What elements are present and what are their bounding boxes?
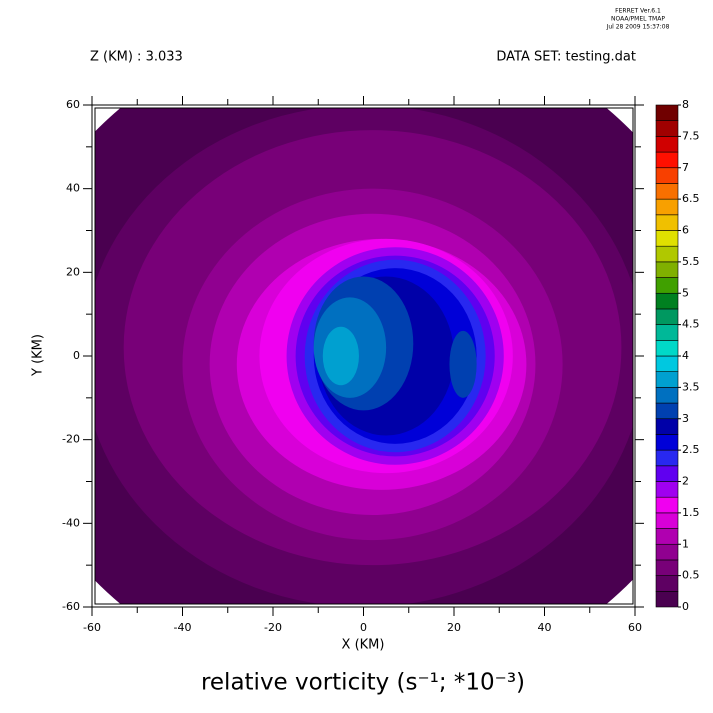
colorbar-band	[655, 449, 679, 467]
y-tick-label: -20	[62, 433, 80, 446]
timestamp: Jul 28 2009 15:37:08	[606, 24, 670, 31]
colorbar-band	[655, 245, 679, 263]
colorbar-label: 8	[682, 98, 689, 111]
colorbar-label: 2.5	[682, 443, 700, 456]
colorbar-band	[655, 355, 679, 372]
colorbar-band	[655, 151, 679, 169]
colorbar-label: 0	[682, 600, 689, 613]
colorbar-band	[655, 277, 679, 294]
colorbar-band	[655, 371, 679, 388]
colorbar-label: 6	[682, 224, 689, 237]
x-tick-label: 40	[538, 621, 552, 634]
x-tick-label: -20	[264, 621, 282, 634]
contour-field	[95, 108, 633, 604]
x-tick-label: -60	[83, 621, 101, 634]
plot-inner-frame	[94, 107, 634, 605]
colorbar-band	[655, 104, 679, 121]
contour-region	[449, 330, 477, 398]
colorbar-label: 4	[682, 349, 689, 362]
y-tick-label: 60	[66, 98, 80, 111]
x-tick-label: -40	[174, 621, 192, 634]
z-label: Z (KM) : 3.033	[90, 50, 183, 65]
lab-label: NOAA/PMEL TMAP	[611, 16, 665, 23]
y-tick-label: 40	[66, 182, 80, 195]
colorbar-band	[655, 591, 679, 608]
colorbar-band	[655, 528, 679, 545]
colorbar-label: 1	[682, 537, 689, 550]
y-tick-label: -40	[62, 516, 80, 529]
colorbar-band	[655, 214, 679, 231]
colorbar-band	[655, 418, 679, 435]
colorbar-band	[655, 559, 679, 576]
colorbar-band	[655, 512, 679, 529]
colorbar-label: 0.5	[682, 569, 700, 582]
colorbar-label: 5	[682, 286, 689, 299]
colorbar-band	[655, 481, 679, 498]
colorbar-band	[655, 261, 679, 278]
colorbar-band	[655, 387, 679, 404]
colorbar-band	[655, 434, 679, 451]
colorbar-band	[655, 183, 679, 200]
colorbar-band	[655, 465, 679, 482]
x-tick-label: 0	[360, 621, 367, 634]
colorbar-band	[655, 292, 679, 310]
colorbar-band	[655, 120, 679, 137]
y-tick-label: -60	[62, 600, 80, 613]
colorbar-label: 5.5	[682, 255, 700, 268]
colorbar-band	[655, 308, 679, 325]
colorbar-band	[655, 324, 679, 341]
x-tick-label: 60	[628, 621, 642, 634]
colorbar-band	[655, 136, 679, 153]
y-axis-label: Y (KM)	[31, 334, 46, 377]
colorbar-label: 7	[682, 161, 689, 174]
colorbar-label: 1.5	[682, 506, 700, 519]
colorbar-label: 3.5	[682, 380, 700, 393]
colorbar-band	[655, 496, 679, 514]
colorbar-label: 3	[682, 412, 689, 425]
x-tick-label: 20	[447, 621, 461, 634]
contour-region	[322, 326, 359, 386]
colorbar-band	[655, 402, 679, 420]
colorbar-label: 2	[682, 475, 689, 488]
colorbar-band	[655, 198, 679, 216]
y-tick-label: 20	[66, 265, 80, 278]
colorbar-label: 7.5	[682, 129, 700, 142]
colorbar-band	[655, 230, 679, 247]
colorbar-label: 4.5	[682, 318, 700, 331]
y-tick-label: 0	[73, 349, 80, 362]
colorbar-band	[655, 167, 679, 184]
dataset-label: DATA SET: testing.dat	[496, 50, 636, 65]
colorbar-band	[655, 575, 679, 592]
chart-title: relative vorticity (s⁻¹; *10⁻³)	[201, 670, 525, 696]
program-label: FERRET Ver.6.1	[615, 8, 661, 15]
x-axis-label: X (KM)	[342, 638, 385, 653]
colorbar-label: 6.5	[682, 192, 700, 205]
colorbar-band	[655, 543, 679, 561]
colorbar-band	[655, 340, 679, 357]
